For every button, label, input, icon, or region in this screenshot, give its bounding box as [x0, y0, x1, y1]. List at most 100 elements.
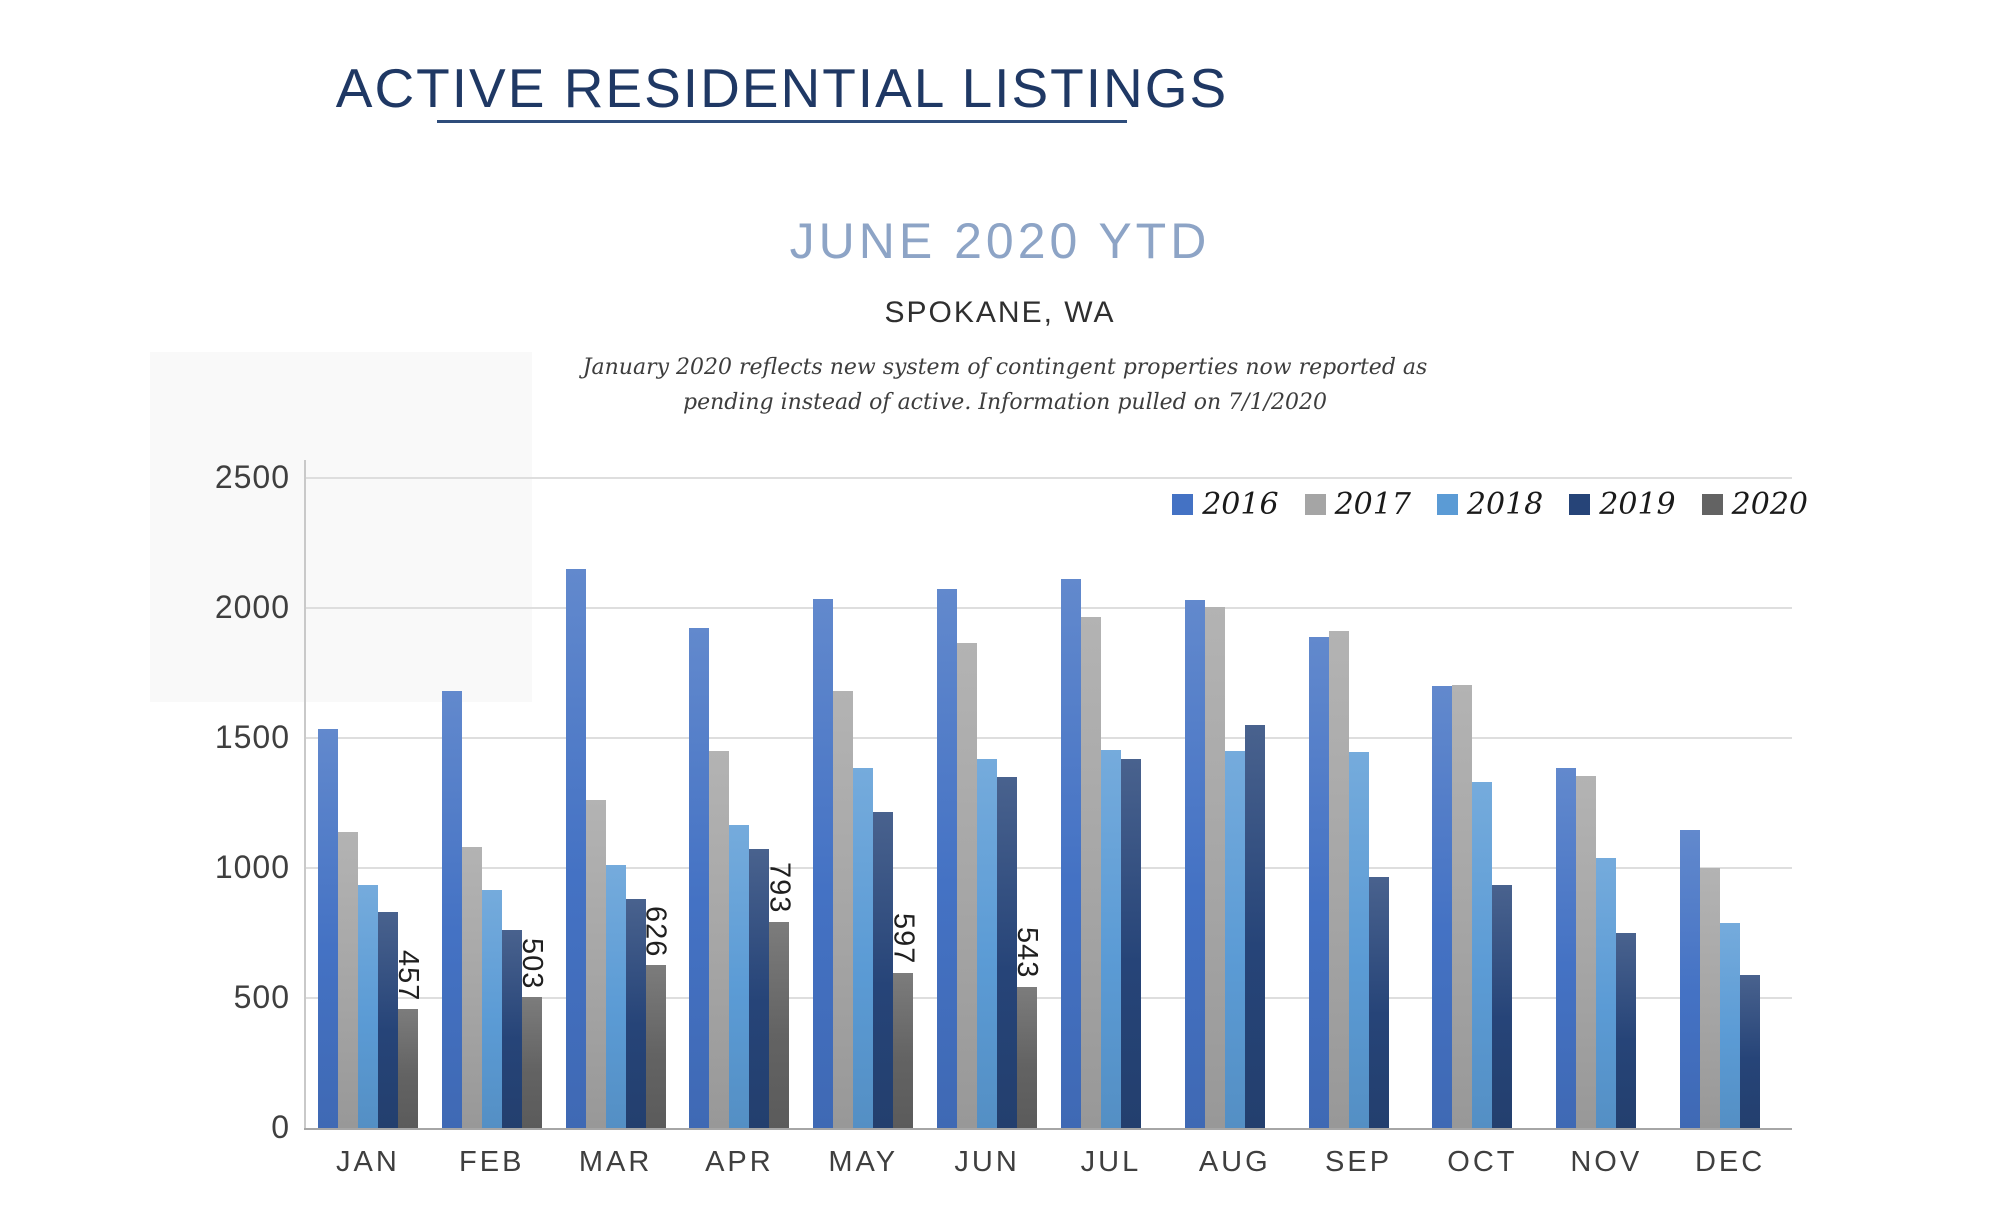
bar-oct-2018: [1472, 782, 1493, 1128]
data-label-may-2020: 597: [887, 913, 920, 965]
x-axis-label-mar: MAR: [578, 1146, 653, 1178]
legend-swatch-icon: [1172, 494, 1194, 515]
bar-jan-2020: [397, 1009, 418, 1128]
legend-item-2016: 2016: [1172, 487, 1279, 522]
bar-feb-2017: [461, 847, 482, 1128]
bar-oct-2019: [1492, 884, 1513, 1128]
bar-feb-2016: [441, 691, 462, 1128]
bar-aug-2019: [1244, 725, 1265, 1128]
data-label-feb-2020: 503: [515, 937, 548, 990]
legend-swatch-icon: [1436, 494, 1458, 515]
legend-item-2020: 2020: [1701, 487, 1808, 522]
y-axis-tick-2500: 2500: [214, 459, 290, 495]
bar-jun-2018: [977, 758, 998, 1128]
legend-label: 2017: [1334, 487, 1411, 522]
bar-jul-2016: [1060, 579, 1081, 1128]
scan-artifact: [150, 352, 532, 702]
bar-mar-2020: [645, 965, 666, 1128]
bar-sep-2016: [1308, 636, 1329, 1128]
gridline-500: [306, 997, 1792, 999]
legend-label: 2020: [1731, 487, 1808, 522]
bar-jun-2016: [937, 588, 958, 1128]
x-axis-label-may: MAY: [828, 1146, 899, 1178]
legend-item-2019: 2019: [1569, 487, 1676, 522]
y-axis-tick-2000: 2000: [214, 589, 290, 625]
bar-apr-2016: [689, 627, 710, 1128]
y-axis-line: [304, 460, 306, 1128]
bar-nov-2017: [1576, 775, 1597, 1128]
bar-may-2016: [813, 598, 834, 1128]
y-axis-tick-1500: 1500: [214, 719, 290, 755]
bar-nov-2016: [1556, 767, 1577, 1128]
x-axis-label-aug: AUG: [1198, 1146, 1271, 1178]
bar-jul-2019: [1120, 758, 1141, 1128]
data-label-apr-2020: 793: [763, 862, 796, 914]
footnote-line-2: pending instead of active. Information p…: [683, 390, 1327, 415]
x-axis-label-dec: DEC: [1694, 1146, 1766, 1178]
x-axis-label-jan: JAN: [336, 1146, 400, 1178]
footnote-line-1: January 2020 reflects new system of cont…: [582, 355, 1428, 380]
bar-mar-2017: [585, 800, 606, 1128]
gridline-1500: [306, 737, 1792, 739]
bar-mar-2018: [605, 865, 626, 1128]
bar-apr-2017: [709, 751, 730, 1128]
gridline-1000: [306, 867, 1792, 869]
bar-apr-2018: [729, 825, 750, 1128]
gridline-2000: [306, 607, 1792, 609]
x-axis-label-jul: JUL: [1080, 1146, 1142, 1178]
data-label-jun-2020: 543: [1011, 927, 1044, 979]
y-axis-tick-0: 0: [271, 1109, 290, 1145]
x-axis-label-feb: FEB: [459, 1146, 525, 1178]
bar-feb-2019: [501, 930, 522, 1128]
bar-feb-2018: [481, 890, 502, 1128]
legend-swatch-icon: [1569, 494, 1591, 515]
legend-label: 2018: [1466, 487, 1544, 522]
bar-jul-2017: [1080, 617, 1101, 1128]
x-axis-label-jun: JUN: [954, 1146, 1020, 1178]
legend-label: 2019: [1599, 487, 1676, 522]
y-axis-tick-1000: 1000: [214, 849, 290, 885]
chart-legend: 2016 2017 2018 2019 2020: [1000, 487, 1808, 522]
title-underline: [437, 120, 1127, 123]
y-axis-tick-500: 500: [233, 979, 290, 1015]
bar-apr-2019: [749, 848, 770, 1128]
bar-may-2019: [873, 812, 894, 1128]
bar-mar-2016: [565, 569, 586, 1128]
bar-sep-2019: [1368, 877, 1389, 1128]
gridline-2500: [306, 477, 1792, 479]
bar-nov-2018: [1596, 857, 1617, 1128]
x-axis-label-sep: SEP: [1325, 1146, 1393, 1178]
x-axis-label-nov: NOV: [1570, 1146, 1643, 1178]
bar-feb-2020: [521, 997, 542, 1128]
bar-oct-2017: [1452, 684, 1473, 1128]
bar-aug-2018: [1224, 751, 1245, 1128]
bar-aug-2017: [1204, 606, 1225, 1128]
data-label-jan-2020: 457: [391, 949, 424, 1002]
report-location: SPOKANE, WA: [884, 296, 1116, 329]
bar-oct-2016: [1432, 686, 1453, 1128]
bar-may-2018: [853, 767, 874, 1128]
bar-sep-2017: [1328, 631, 1349, 1128]
bar-may-2020: [893, 972, 914, 1128]
data-label-mar-2020: 626: [639, 905, 672, 958]
bar-jan-2019: [377, 912, 398, 1128]
bar-jul-2018: [1100, 749, 1121, 1128]
bar-sep-2018: [1348, 752, 1369, 1128]
bar-aug-2016: [1184, 600, 1205, 1128]
x-axis-line: [304, 1128, 1792, 1130]
legend-item-2017: 2017: [1304, 487, 1411, 522]
report-period: JUNE 2020 YTD: [789, 213, 1211, 269]
legend-label: 2016: [1202, 487, 1279, 522]
bar-dec-2019: [1740, 974, 1761, 1128]
bar-jan-2017: [337, 831, 358, 1128]
bar-may-2017: [833, 691, 854, 1128]
bar-dec-2018: [1720, 922, 1741, 1128]
legend-swatch-icon: [1701, 494, 1723, 515]
bar-dec-2017: [1700, 868, 1721, 1128]
x-axis-label-oct: OCT: [1447, 1146, 1518, 1178]
bar-jun-2020: [1017, 986, 1038, 1128]
bar-mar-2019: [625, 899, 646, 1128]
bar-jan-2016: [317, 728, 338, 1128]
bar-dec-2016: [1680, 830, 1701, 1128]
